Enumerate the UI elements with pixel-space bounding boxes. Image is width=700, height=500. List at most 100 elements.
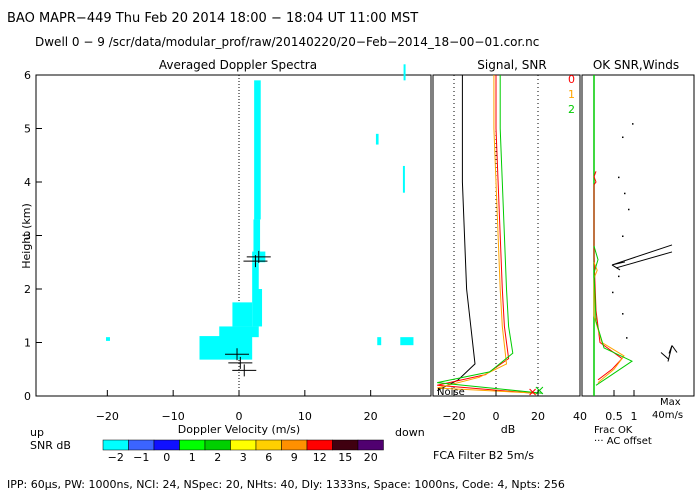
ac-offset-dot-9 xyxy=(626,337,628,339)
spectra-cross-2 xyxy=(225,348,250,361)
colorbar-tick-0: −2 xyxy=(108,451,124,464)
colorbar-swatch-1 xyxy=(128,439,155,451)
spectra-region-0 xyxy=(199,336,253,360)
ac-offset-dot-2 xyxy=(618,176,620,179)
spectra-region-3 xyxy=(252,289,263,327)
spectra-region-10 xyxy=(377,337,382,346)
winds-legend-1: 1 xyxy=(568,88,575,101)
colorbar-swatch-2 xyxy=(153,439,180,451)
colorbar-tick-2: 0 xyxy=(163,451,170,464)
spectra-region-1 xyxy=(219,326,259,338)
signal-gridlines xyxy=(453,75,539,396)
footer-params: IPP: 60μs, PW: 1000ns, NCI: 24, NSpec: 2… xyxy=(7,478,565,491)
colorbar-tick-9: 15 xyxy=(338,451,352,464)
signal-line-1 xyxy=(437,75,539,394)
colorbar-swatch-6 xyxy=(255,439,282,451)
velocity-tick-label-2: 0 xyxy=(236,410,243,423)
ac-offset-dot-4 xyxy=(628,208,630,211)
height-ticks: 0 1 2 3 4 5 6 xyxy=(24,69,42,403)
velocity-tick-label-0: −20 xyxy=(96,410,119,423)
spectra-region-13 xyxy=(403,64,406,81)
colorbar-tick-1: −1 xyxy=(133,451,149,464)
ac-offset-dot-3 xyxy=(624,192,626,195)
colorbar-swatch-3 xyxy=(179,439,206,451)
spectra-region-4 xyxy=(252,262,259,289)
signal-line-0 xyxy=(437,75,534,394)
colorbar-swatch-10 xyxy=(357,439,384,451)
colorbar-swatch-0 xyxy=(102,439,129,451)
colorbar-tick-6: 6 xyxy=(265,451,272,464)
spectra-cross-1 xyxy=(246,250,271,263)
signal-title: Signal, SNR xyxy=(477,58,546,72)
winds-legend-2: 2 xyxy=(568,103,575,116)
header-title: BAO MAPR−449 Thu Feb 20 2014 18:00 − 18:… xyxy=(7,11,419,26)
winds-content xyxy=(593,75,678,396)
max-label: Max xyxy=(660,397,681,408)
winds-frame xyxy=(581,74,695,397)
colorbar-tick-5: 3 xyxy=(240,451,247,464)
height-tick-label-6: 6 xyxy=(24,69,31,82)
spectra-region-2 xyxy=(232,302,253,327)
signal-marker-green xyxy=(535,386,544,395)
frac-ok-tick-label-1: 1 xyxy=(631,410,638,423)
signal-lines xyxy=(436,75,544,396)
velocity-axis-label: Doppler Velocity (m/s) xyxy=(178,423,300,436)
velocity-ticks: −20 −10 0 10 20 xyxy=(96,390,378,423)
colorbar-swatch-9 xyxy=(332,439,359,451)
signal-line-2 xyxy=(437,75,543,394)
velocity-tick-label-4: 20 xyxy=(364,410,378,423)
ac-offset-dot-7 xyxy=(612,291,614,294)
colorbar-swatch-8 xyxy=(306,439,333,451)
ac-offset-dot-1 xyxy=(622,136,624,139)
colorbar-tick-4: 2 xyxy=(214,451,221,464)
height-tick-label-2: 2 xyxy=(24,283,31,296)
signal-frame xyxy=(432,74,581,397)
velocity-tick-label-1: −10 xyxy=(162,410,185,423)
ac-offset-label: ··· AC offset xyxy=(594,436,652,447)
up-label: up xyxy=(30,426,44,439)
colorbar-tick-8: 12 xyxy=(313,451,327,464)
signal-tick-label-3: 40 xyxy=(573,410,587,423)
spectra-region-11 xyxy=(400,337,414,346)
wind-barb-1 xyxy=(660,345,678,362)
ok-profile-0 xyxy=(593,171,623,381)
snr-colorbar: −2 −1 0 1 2 3 6 9 12 15 20 xyxy=(102,439,384,464)
signal-ticks: −20 0 20 40 xyxy=(442,390,587,423)
signal-tick-label-2: 20 xyxy=(531,410,545,423)
colorbar-label: SNR dB xyxy=(30,439,71,452)
colorbar-swatch-5 xyxy=(230,439,257,451)
frac-ok-ticks: 0.5 1 xyxy=(605,390,638,423)
height-tick-label-4: 4 xyxy=(24,176,31,189)
signal-tick-label-1: 0 xyxy=(493,410,500,423)
ac-offset-dot-6 xyxy=(618,275,620,278)
colorbar-tick-3: 1 xyxy=(189,451,196,464)
signal-tick-label-0: −20 xyxy=(442,410,465,423)
spectra-cyan-regions xyxy=(106,64,414,360)
down-label: down xyxy=(395,426,425,439)
noise-label: Noise xyxy=(437,387,465,398)
spectra-cross-3 xyxy=(228,356,253,369)
spectra-region-14 xyxy=(375,133,379,145)
height-tick-label-3: 3 xyxy=(24,230,31,243)
signal-axis-label: dB xyxy=(501,423,516,436)
winds-title: OK SNR,Winds xyxy=(593,58,679,72)
height-tick-label-5: 5 xyxy=(24,123,31,136)
ac-offset-dot-8 xyxy=(622,313,624,315)
signal-marker-red xyxy=(529,388,536,396)
spectra-region-12 xyxy=(402,165,405,193)
spectra-region-8 xyxy=(215,339,226,346)
spectra-region-7 xyxy=(254,80,261,220)
winds-legend: 0 1 2 xyxy=(568,73,575,116)
ac-offset-dot-5 xyxy=(622,235,624,237)
winds-legend-0: 0 xyxy=(568,73,575,86)
spectra-title: Averaged Doppler Spectra xyxy=(159,58,317,72)
colorbar-swatch-7 xyxy=(281,439,308,451)
frac-ok-label: Frac OK xyxy=(594,425,633,436)
velocity-tick-label-3: 10 xyxy=(298,410,312,423)
signal-panel: Signal, SNR −20 0 20 40 Noise dB FCA Filter… xyxy=(432,58,587,462)
spectra-cross-4 xyxy=(232,364,257,377)
ac-offset-dot-0 xyxy=(632,123,634,125)
ok-profile-1 xyxy=(593,262,625,383)
